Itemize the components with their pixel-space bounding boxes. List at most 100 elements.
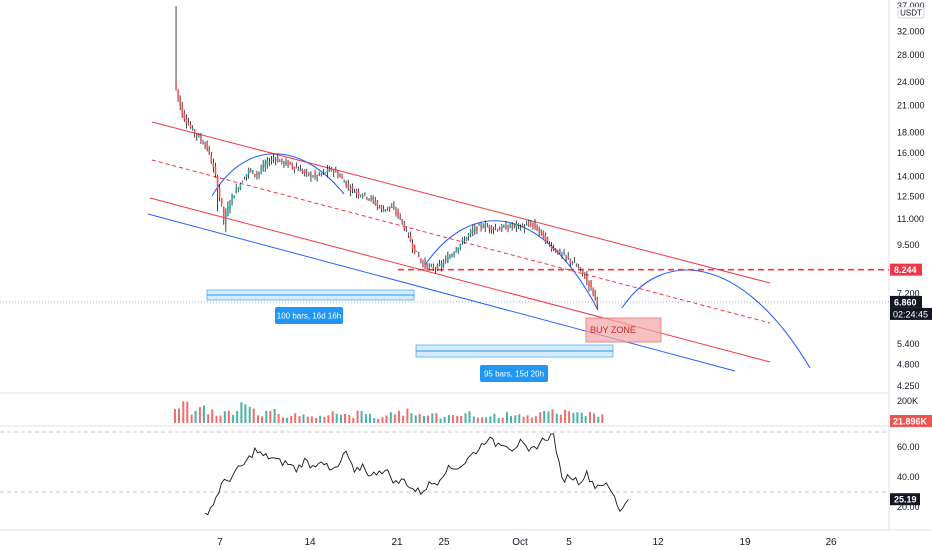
volume-bar	[559, 414, 562, 423]
candle-body	[386, 207, 389, 209]
volume-bar	[410, 413, 413, 423]
candle	[247, 167, 250, 179]
volume-bar	[265, 410, 268, 423]
volume-bar	[423, 416, 425, 423]
candle	[532, 222, 534, 230]
candle-body	[407, 233, 410, 235]
volume-bar	[518, 414, 521, 423]
candle-body	[272, 157, 275, 160]
support-line	[147, 213, 736, 372]
volume-bar	[464, 413, 467, 423]
candle-body	[575, 264, 578, 267]
candle	[364, 192, 366, 197]
volume-bar	[481, 417, 484, 423]
price-tick-label: 12.500	[897, 192, 925, 202]
candle	[544, 232, 547, 244]
candle-body	[266, 160, 269, 165]
candle	[422, 259, 424, 268]
volume-bar	[257, 415, 259, 423]
volume-bar	[506, 412, 508, 423]
volume-bar	[468, 411, 471, 423]
candle-body	[355, 190, 358, 194]
candle	[297, 166, 300, 171]
candle	[335, 166, 337, 173]
candle	[285, 158, 287, 166]
price-pane[interactable]: BUY ZONE 100 bars, 16d 16h 95 bars, 15d 2…	[0, 6, 889, 382]
currency-badge[interactable]: USDT	[897, 6, 925, 19]
candle	[175, 6, 177, 91]
candle	[249, 167, 252, 173]
candle-body	[208, 148, 211, 153]
candle	[324, 171, 327, 174]
candle	[374, 196, 377, 206]
candle	[480, 221, 482, 232]
time-axis[interactable]: 7 14 21 25 Oct 5 12 19 26	[217, 537, 837, 548]
candle-body	[513, 224, 516, 226]
candle	[278, 159, 281, 162]
candle-body	[519, 227, 522, 229]
volume-pane[interactable]: 200K 21.896K	[174, 396, 932, 427]
candle-body	[403, 223, 406, 230]
candle-body	[596, 298, 599, 305]
candle-body	[206, 142, 208, 149]
candle	[451, 253, 453, 258]
price-tick-label: 37.000	[897, 1, 925, 11]
candle	[202, 139, 204, 145]
volume-bar	[227, 410, 230, 423]
volume-bar	[182, 401, 185, 423]
candle	[351, 183, 354, 194]
candle-body	[301, 170, 304, 173]
level-tag-bg	[890, 263, 922, 276]
candle	[509, 223, 511, 229]
candle-body	[216, 176, 219, 189]
candle-body	[426, 264, 428, 269]
volume-bar	[294, 413, 297, 423]
volume-bar	[489, 416, 492, 423]
volume-bar	[534, 416, 537, 423]
candle	[287, 159, 289, 168]
candle-body	[517, 224, 520, 226]
candle-body	[318, 173, 321, 175]
candle-body	[177, 89, 179, 98]
volume-bar	[215, 415, 218, 423]
volume-bar	[439, 418, 442, 423]
candle-body	[447, 256, 449, 263]
price-axis[interactable]: 37.000 32.000 28.000 24.000 21.000 18.000 16.0…	[890, 1, 932, 391]
candle	[305, 168, 308, 177]
candle-body	[295, 167, 298, 169]
volume-bar	[385, 415, 388, 423]
candle-body	[523, 227, 526, 230]
volume-bar	[290, 415, 293, 423]
price-tick-label: 16.000	[897, 148, 925, 158]
candle-body	[183, 113, 186, 120]
candle-body	[538, 228, 540, 232]
channel-lower-line	[149, 197, 771, 363]
candle	[276, 154, 279, 163]
candle-body	[256, 173, 258, 175]
candle	[540, 229, 543, 236]
price-tick-label: 18.000	[897, 128, 925, 138]
candle-body	[588, 280, 590, 287]
candle	[388, 206, 391, 212]
price-tick-label: 4.800	[897, 360, 920, 370]
candle	[316, 174, 318, 182]
volume-bar	[564, 409, 567, 423]
candle-body	[189, 124, 192, 128]
volume-bar	[281, 417, 284, 423]
candle	[308, 172, 310, 177]
candle	[471, 224, 474, 237]
candle-body	[258, 172, 260, 175]
candle-body	[310, 174, 312, 177]
candle	[189, 121, 192, 129]
candle	[235, 183, 238, 194]
candle-body	[260, 169, 262, 171]
volume-bar	[348, 415, 351, 423]
candle	[459, 243, 462, 251]
candle-body	[505, 225, 507, 230]
candle-body	[249, 169, 252, 171]
candle	[225, 208, 227, 233]
candle-body	[544, 235, 547, 243]
candle-body	[405, 229, 408, 231]
